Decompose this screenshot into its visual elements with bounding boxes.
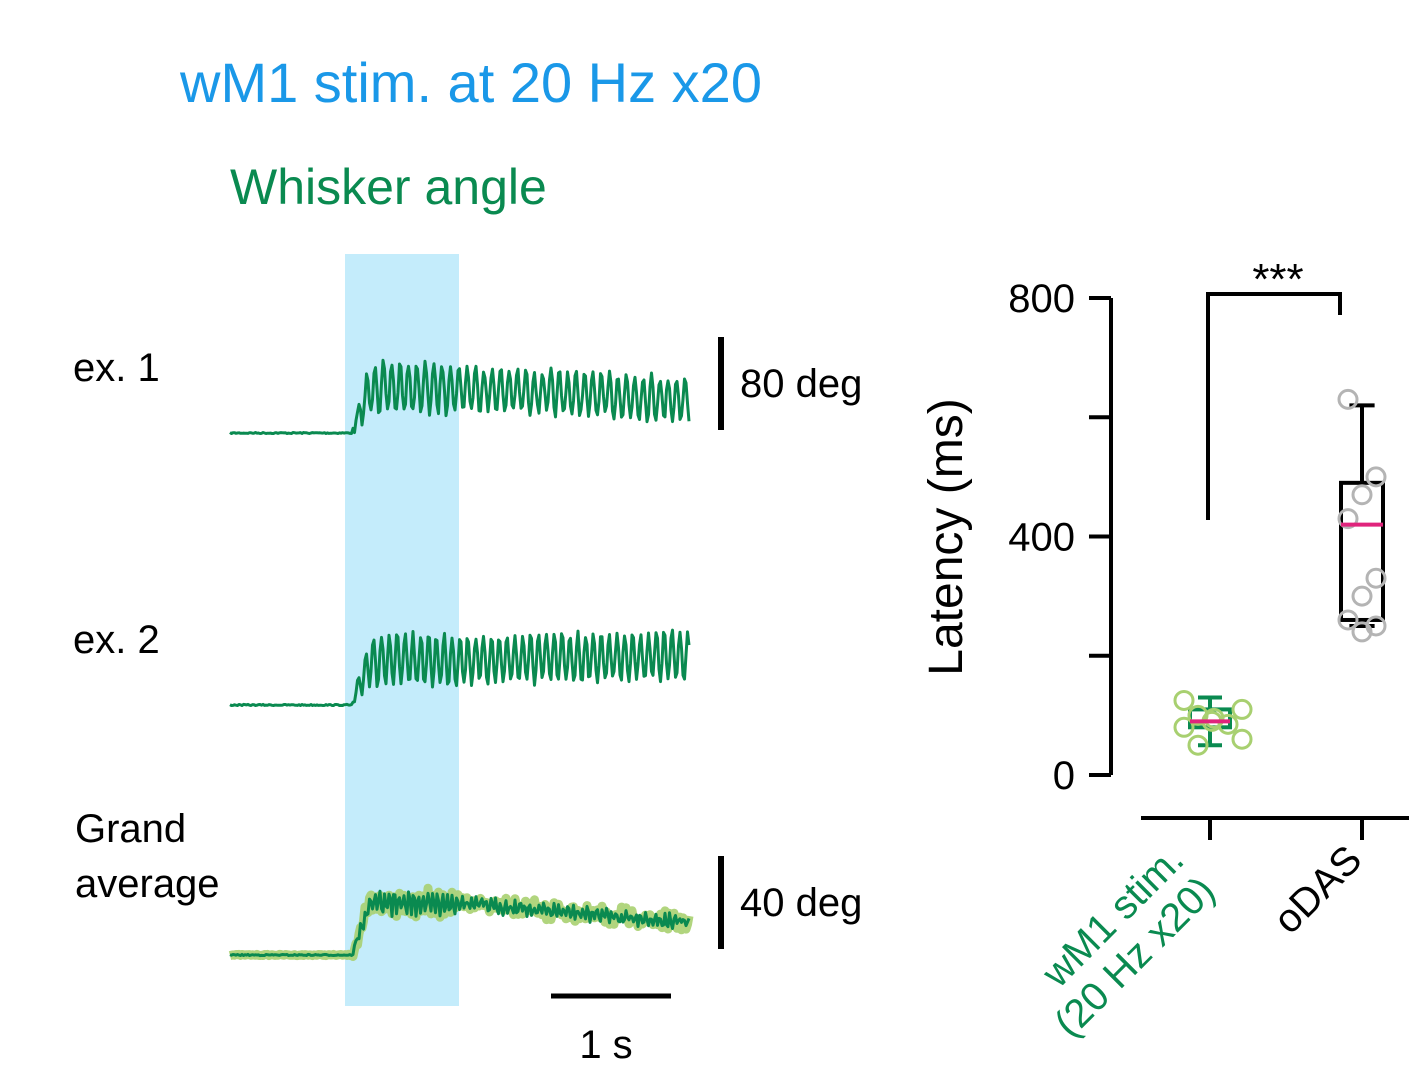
trace-grand-average [229,889,691,958]
data-point [1173,689,1195,711]
significance-stars: *** [1252,255,1303,304]
data-point [1365,466,1387,488]
box-iqr [1339,480,1385,622]
trace-label-grand-1: Grand [75,807,186,851]
trace-label-ex1: ex. 1 [73,346,160,390]
significance-bracket [1206,292,1342,520]
trace-ex2 [229,628,691,707]
trace-label-grand-2: average [75,862,220,906]
latency-boxplot: 0 400 800 Latency (ms) wM1 stim.(20 Hz x20) o… [920,255,1409,1046]
data-point [1337,388,1359,410]
y-tick-label: 0 [1053,754,1075,798]
data-point [1217,713,1239,735]
x-tick-label-odas: oDAS [1265,837,1370,942]
data-point [1231,698,1253,720]
trace-ex1 [229,358,691,435]
trace-subtitle: Whisker angle [230,159,547,215]
y-axis-label: Latency (ms) [920,398,973,675]
data-point [1187,734,1209,756]
trace-label-ex2: ex. 2 [73,618,160,662]
scalebar-80deg-label: 80 deg [740,362,862,406]
figure-title: wM1 stim. at 20 Hz x20 [179,51,762,114]
y-tick-label: 800 [1008,277,1075,321]
scalebar-time-label: 1 s [579,1023,632,1067]
y-tick-label: 400 [1008,516,1075,560]
data-point [1351,484,1373,506]
data-point [1231,728,1253,750]
data-point [1337,609,1359,631]
scalebar-40deg-label: 40 deg [740,881,862,925]
x-tick-label-wm1: wM1 stim.(20 Hz x20) [1015,837,1223,1045]
data-point [1337,508,1359,530]
data-point [1365,567,1387,589]
data-point [1351,621,1373,643]
whisker-traces [227,358,694,961]
data-point [1351,585,1373,607]
data-point [1173,716,1195,738]
